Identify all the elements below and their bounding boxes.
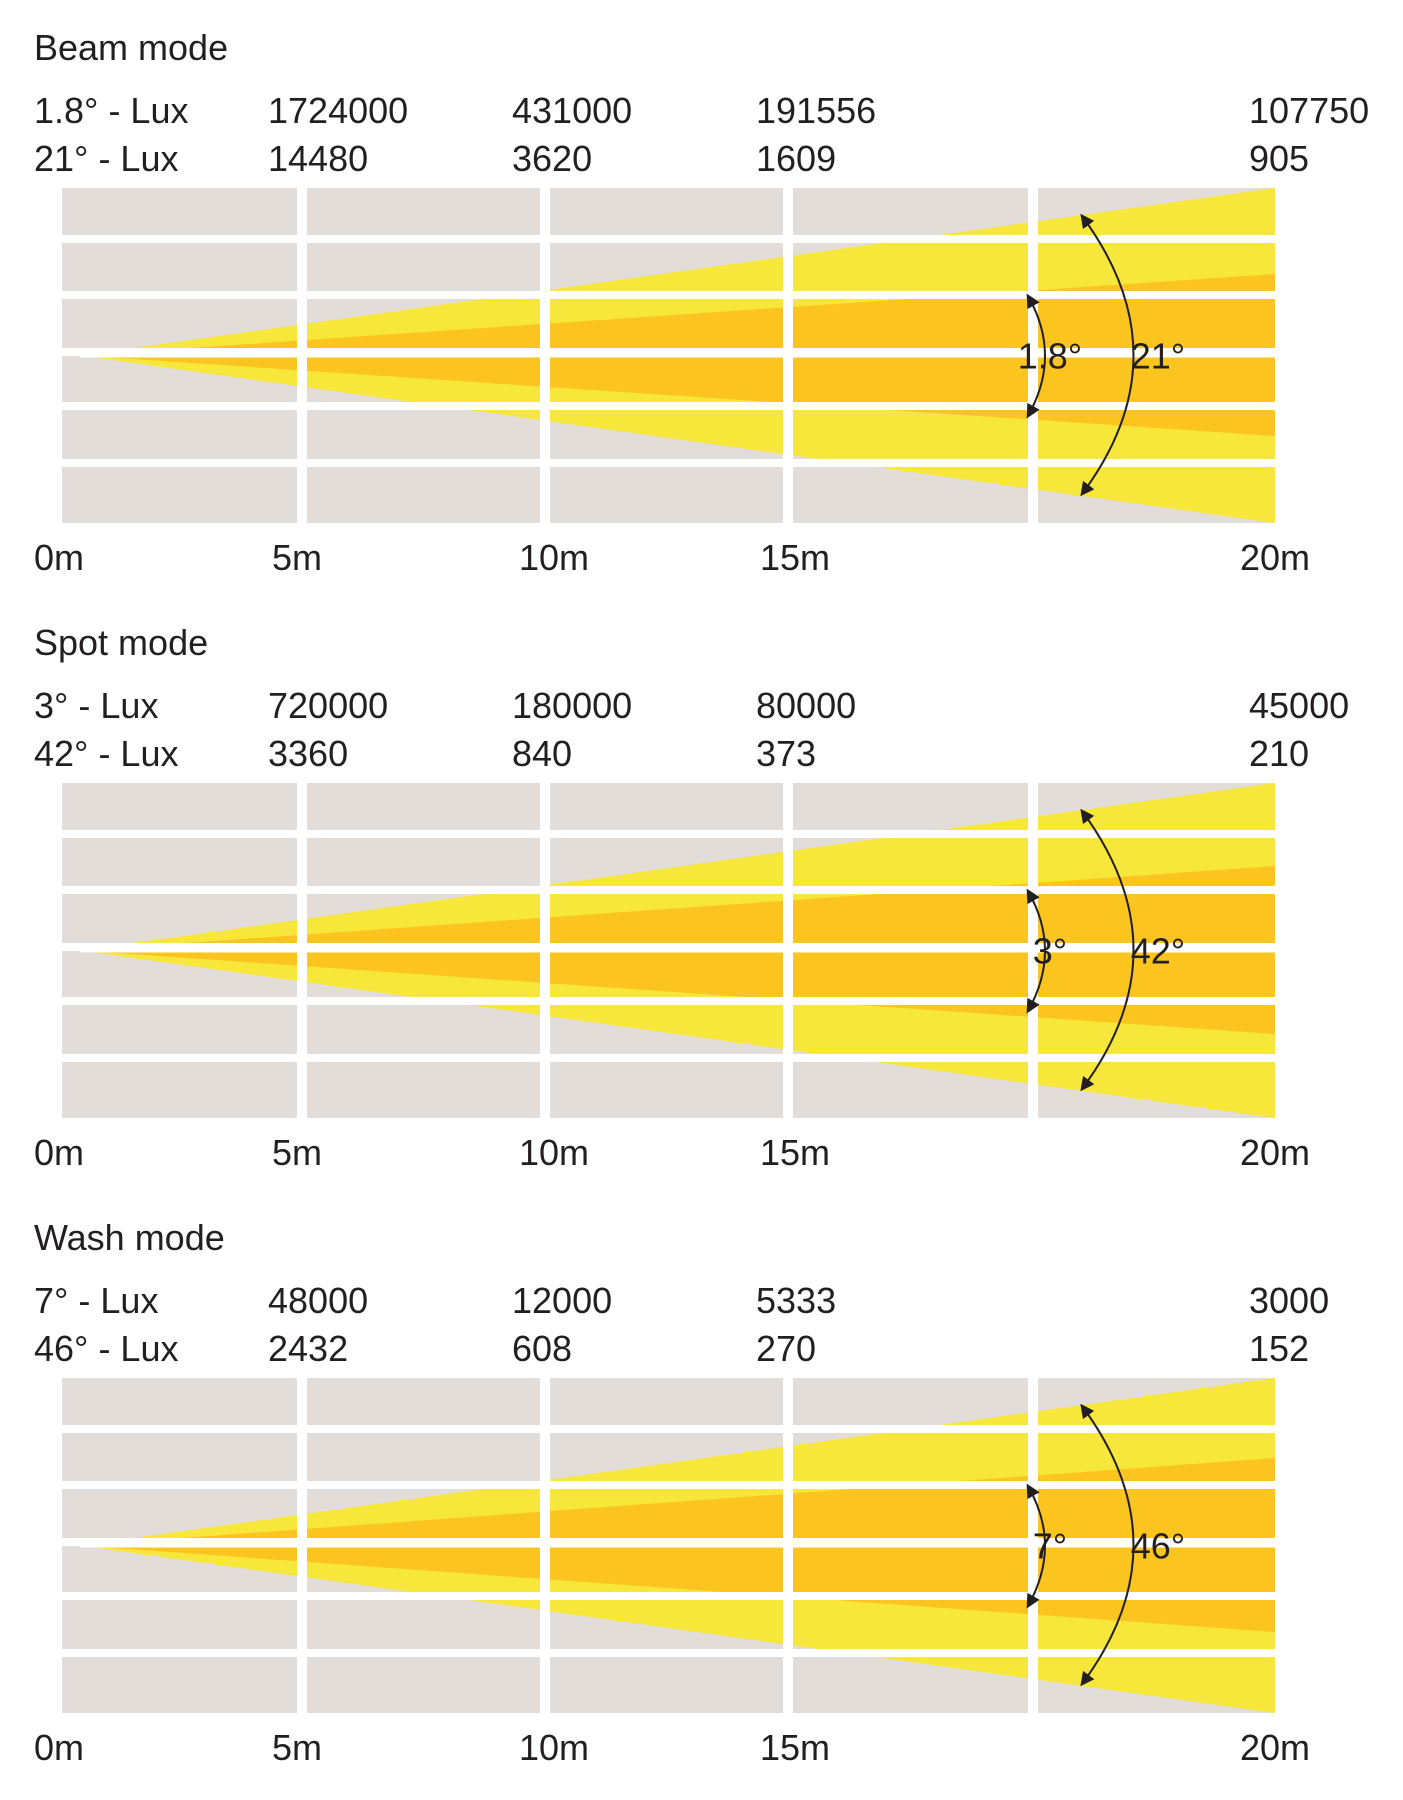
distance-label-20m: 20m [1240,1132,1311,1173]
grid-row-separator [62,348,1275,356]
narrow-lux-5m: 1724000 [268,90,409,131]
wide-lux-5m: 2432 [268,1328,349,1369]
mode-title: Wash mode [34,1217,225,1258]
distance-label-15m: 15m [760,537,831,578]
wide-lux-20m: 905 [1249,138,1310,179]
distance-label-10m: 10m [519,537,590,578]
distance-label-0m: 0m [34,537,85,578]
spot-mode-panel: Spot mode 3° - Lux 720000 180000 80000 4… [0,595,1403,1190]
narrow-angle-label: 7° [1033,1526,1067,1567]
grid-row-separator [62,1649,1275,1657]
distance-label-5m: 5m [272,1727,323,1768]
distance-label-20m: 20m [1240,537,1311,578]
beam-axis-line [80,1543,1275,1548]
grid-row-separator [62,1481,1275,1489]
wide-lux-5m: 3360 [268,733,349,774]
narrow-lux-label: 3° - Lux [34,685,159,726]
wide-lux-label: 21° - Lux [34,138,179,179]
narrow-lux-20m: 3000 [1249,1280,1330,1321]
wide-lux-15m: 373 [756,733,817,774]
narrow-angle-arrow [1026,1483,1046,1609]
wide-lux-label: 46° - Lux [34,1328,179,1369]
wide-lux-20m: 210 [1249,733,1310,774]
narrow-angle-arrow [1026,888,1046,1014]
distance-label-15m: 15m [760,1132,831,1173]
grid-row-separator [62,291,1275,299]
narrow-lux-label: 7° - Lux [34,1280,159,1321]
narrow-angle-arrow [1026,293,1046,419]
grid-row-separator [62,402,1275,410]
wide-angle-label: 42° [1131,931,1185,972]
distance-label-20m: 20m [1240,1727,1311,1768]
grid-row-separator [62,830,1275,838]
narrow-lux-10m: 431000 [512,90,633,131]
wide-lux-10m: 608 [512,1328,573,1369]
grid-row-separator [62,943,1275,951]
distance-label-5m: 5m [272,1132,323,1173]
distance-label-10m: 10m [519,1132,590,1173]
narrow-lux-label: 1.8° - Lux [34,90,189,131]
narrow-lux-20m: 45000 [1249,685,1350,726]
wide-lux-5m: 14480 [268,138,369,179]
wide-angle-arrow [1080,213,1135,497]
distance-label-5m: 5m [272,537,323,578]
distance-label-0m: 0m [34,1727,85,1768]
grid-row-separator [62,459,1275,467]
grid-row-separator [62,886,1275,894]
narrow-lux-15m: 191556 [756,90,877,131]
wide-lux-label: 42° - Lux [34,733,179,774]
narrow-lux-20m: 107750 [1249,90,1370,131]
mode-title: Beam mode [34,27,229,68]
grid-row-separator [62,1538,1275,1546]
narrow-lux-15m: 5333 [756,1280,837,1321]
distance-label-15m: 15m [760,1727,831,1768]
beam-axis-line [80,353,1275,358]
wide-angle-label: 46° [1131,1526,1185,1567]
grid-row-separator [62,1425,1275,1433]
wide-angle-label: 21° [1131,336,1185,377]
wide-lux-20m: 152 [1249,1328,1310,1369]
wide-lux-15m: 1609 [756,138,837,179]
wide-lux-10m: 3620 [512,138,593,179]
wide-angle-arrow [1080,1403,1135,1687]
narrow-angle-label: 1.8° [1018,336,1082,377]
wash-mode-panel: Wash mode 7° - Lux 48000 12000 5333 3000… [0,1190,1403,1785]
grid-row-separator [62,1054,1275,1062]
wide-lux-10m: 840 [512,733,573,774]
narrow-lux-15m: 80000 [756,685,857,726]
grid-row-separator [62,235,1275,243]
grid-row-separator [62,1592,1275,1600]
beam-spread-diagram: 1.8° 21° [62,188,1275,523]
grid-row-separator [62,997,1275,1005]
mode-title: Spot mode [34,622,209,663]
beam-mode-panel: Beam mode 1.8° - Lux 1724000 431000 1915… [0,0,1403,595]
narrow-lux-10m: 180000 [512,685,633,726]
narrow-angle-label: 3° [1033,931,1067,972]
narrow-lux-5m: 720000 [268,685,389,726]
narrow-lux-5m: 48000 [268,1280,369,1321]
distance-label-10m: 10m [519,1727,590,1768]
distance-label-0m: 0m [34,1132,85,1173]
beam-spread-diagram: 7° 46° [62,1378,1275,1713]
narrow-lux-10m: 12000 [512,1280,613,1321]
beam-spread-diagram: 3° 42° [62,783,1275,1118]
wide-angle-arrow [1080,808,1135,1092]
wide-lux-15m: 270 [756,1328,817,1369]
beam-axis-line [80,948,1275,953]
